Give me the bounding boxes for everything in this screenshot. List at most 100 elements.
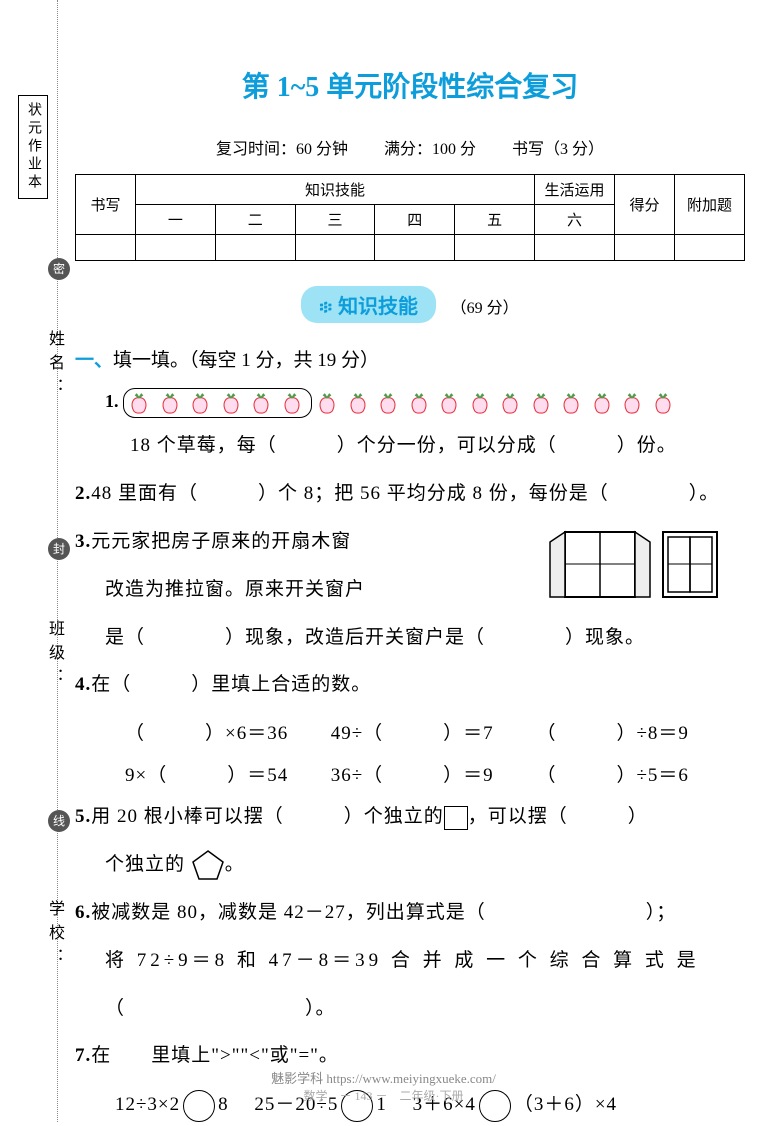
footer-pageinfo: 数学 － 143 － 二年级·下册 xyxy=(304,1089,464,1103)
th-score: 得分 xyxy=(615,175,675,235)
blank-cell[interactable] xyxy=(76,235,136,261)
q2-num: 2. xyxy=(75,483,91,504)
q3-line1: 3.元元家把房子原来的开扇木窗 xyxy=(75,522,545,562)
strawberry-icon xyxy=(560,391,582,415)
label-school: 学校： xyxy=(42,900,66,972)
strawberry-icon xyxy=(347,391,369,415)
eq: （ ）×6＝36 xyxy=(125,713,325,755)
part-points: （每空 1 分，共 19 分） xyxy=(189,350,379,371)
part-header: 一、填一填。（每空 1 分，共 19 分） xyxy=(75,345,745,372)
q4: 4.在（ ）里填上合适的数。 xyxy=(75,665,745,705)
strawberry-icon xyxy=(408,391,430,415)
meta-writing: 书写（3 分） xyxy=(512,141,604,158)
q1-num: 1. xyxy=(105,391,119,411)
q3-line3: 是（ ）现象，改造后开关窗户是（ ）现象。 xyxy=(75,618,745,658)
blank-cell[interactable] xyxy=(295,235,375,261)
marker-feng: 封 xyxy=(48,538,70,560)
main-content: 第 1~5 单元阶段性综合复习 复习时间：60 分钟 满分：100 分 书写（3… xyxy=(75,65,745,1126)
table-row: 书写 知识技能 生活运用 得分 附加题 xyxy=(76,175,745,205)
strawberry-icon xyxy=(530,391,552,415)
q7-num: 7. xyxy=(75,1045,91,1066)
footer-watermark: 魅影学科 https://www.meiyingxueke.com/ xyxy=(271,1071,496,1086)
part-num: 一、 xyxy=(75,350,113,371)
q6-line1: 6.被减数是 80，减数是 42－27，列出算式是（ ）； xyxy=(75,893,745,933)
open-window-icon xyxy=(545,527,655,602)
section-header: 知识技能 （69 分） xyxy=(75,286,745,323)
q6-t1: 被减数是 80，减数是 42－27，列出算式是（ ）； xyxy=(91,902,676,923)
q4-row1: （ ）×6＝36 49÷（ ）＝7 （ ）÷8＝9 xyxy=(75,713,745,755)
table-row xyxy=(76,235,745,261)
strawberry-icon xyxy=(499,391,521,415)
q5-line2: 个独立的 。 xyxy=(75,845,745,885)
th-extra: 附加题 xyxy=(675,175,745,235)
blank-cell[interactable] xyxy=(375,235,455,261)
pentagon-icon xyxy=(191,849,225,881)
strawberry-icon xyxy=(377,391,399,415)
col-2: 二 xyxy=(215,205,295,235)
workbook-label-box: 状元作业本 xyxy=(18,95,48,199)
footer: 魅影学科 https://www.meiyingxueke.com/ 数学 － … xyxy=(0,1068,767,1104)
eq: （ ）÷8＝9 xyxy=(537,713,737,755)
meta-line: 复习时间：60 分钟 满分：100 分 书写（3 分） xyxy=(75,135,745,159)
blank-cell[interactable] xyxy=(455,235,535,261)
strawberry-icon xyxy=(128,391,150,415)
strawberry-icon xyxy=(652,391,674,415)
q3-num: 3. xyxy=(75,531,91,552)
section-points: （69 分） xyxy=(451,300,519,317)
q6-line2: 将 72÷9＝8 和 47－8＝39 合 并 成 一 个 综 合 算 式 是 xyxy=(75,941,745,981)
th-writing: 书写 xyxy=(76,175,136,235)
section-pill: 知识技能 xyxy=(301,286,436,323)
q5-num: 5. xyxy=(75,806,91,827)
blank-cell[interactable] xyxy=(675,235,745,261)
strawberry-icon xyxy=(438,391,460,415)
square-icon xyxy=(444,806,468,830)
strawberry-icon xyxy=(189,391,211,415)
meta-full: 满分：100 分 xyxy=(384,141,476,158)
blank-cell[interactable] xyxy=(136,235,216,261)
q3-line2: 改造为推拉窗。原来开关窗户 xyxy=(75,570,545,610)
strawberry-icon xyxy=(469,391,491,415)
strawberry-group xyxy=(123,388,312,418)
score-table: 书写 知识技能 生活运用 得分 附加题 一 二 三 四 五 六 xyxy=(75,174,745,261)
q2-text: 48 里面有（ ）个 8；把 56 平均分成 8 份，每份是（ ）。 xyxy=(91,483,719,504)
col-1: 一 xyxy=(136,205,216,235)
col-5: 五 xyxy=(455,205,535,235)
q6-line3: （ ）。 xyxy=(75,989,745,1029)
blank-cell[interactable] xyxy=(215,235,295,261)
q1-text: 18 个草莓，每（ ）个分一份，可以分成（ ）份。 xyxy=(75,426,745,466)
q5-p2: ，可以摆（ ） xyxy=(468,806,648,827)
page-title: 第 1~5 单元阶段性综合复习 xyxy=(75,65,745,105)
marker-mi: 密 xyxy=(48,258,70,280)
q2: 2.48 里面有（ ）个 8；把 56 平均分成 8 份，每份是（ ）。 xyxy=(75,474,745,514)
q5: 5.用 20 根小棒可以摆（ ）个独立的 ，可以摆（ ） xyxy=(75,797,745,837)
label-name: 姓名： xyxy=(42,330,66,402)
eq: 49÷（ ）＝7 xyxy=(331,713,531,755)
sidebar: 状元作业本 密 姓名： 封 班级： 线 学校： xyxy=(18,0,58,1122)
strawberry-icon xyxy=(591,391,613,415)
meta-time: 复习时间：60 分钟 xyxy=(216,141,348,158)
th-skills: 知识技能 xyxy=(136,175,535,205)
part-title: 填一填。 xyxy=(113,350,189,371)
sliding-window-icon xyxy=(660,527,720,602)
q5-p1: 用 20 根小棒可以摆（ ）个独立的 xyxy=(91,806,444,827)
strawberry-icon xyxy=(159,391,181,415)
q4-row2: 9×（ ）＝54 36÷（ ）＝9 （ ）÷5＝6 xyxy=(75,755,745,797)
blank-cell[interactable] xyxy=(615,235,675,261)
col-4: 四 xyxy=(375,205,455,235)
col-3: 三 xyxy=(295,205,375,235)
q7-text: 在 里填上">""<"或"="。 xyxy=(91,1045,339,1066)
eq: （ ）÷5＝6 xyxy=(537,755,737,797)
blank-cell[interactable] xyxy=(535,235,615,261)
eq: 9×（ ）＝54 xyxy=(125,755,325,797)
q6-num: 6. xyxy=(75,902,91,923)
strawberry-icon xyxy=(281,391,303,415)
strawberry-icon xyxy=(220,391,242,415)
strawberry-icon xyxy=(250,391,272,415)
strawberry-icon xyxy=(316,391,338,415)
q1-strawberries: 1. xyxy=(75,388,745,418)
col-6: 六 xyxy=(535,205,615,235)
marker-xian: 线 xyxy=(48,810,70,832)
q5-p3: 个独立的 xyxy=(105,854,185,875)
q3-text1: 元元家把房子原来的开扇木窗 xyxy=(91,531,351,552)
th-life: 生活运用 xyxy=(535,175,615,205)
